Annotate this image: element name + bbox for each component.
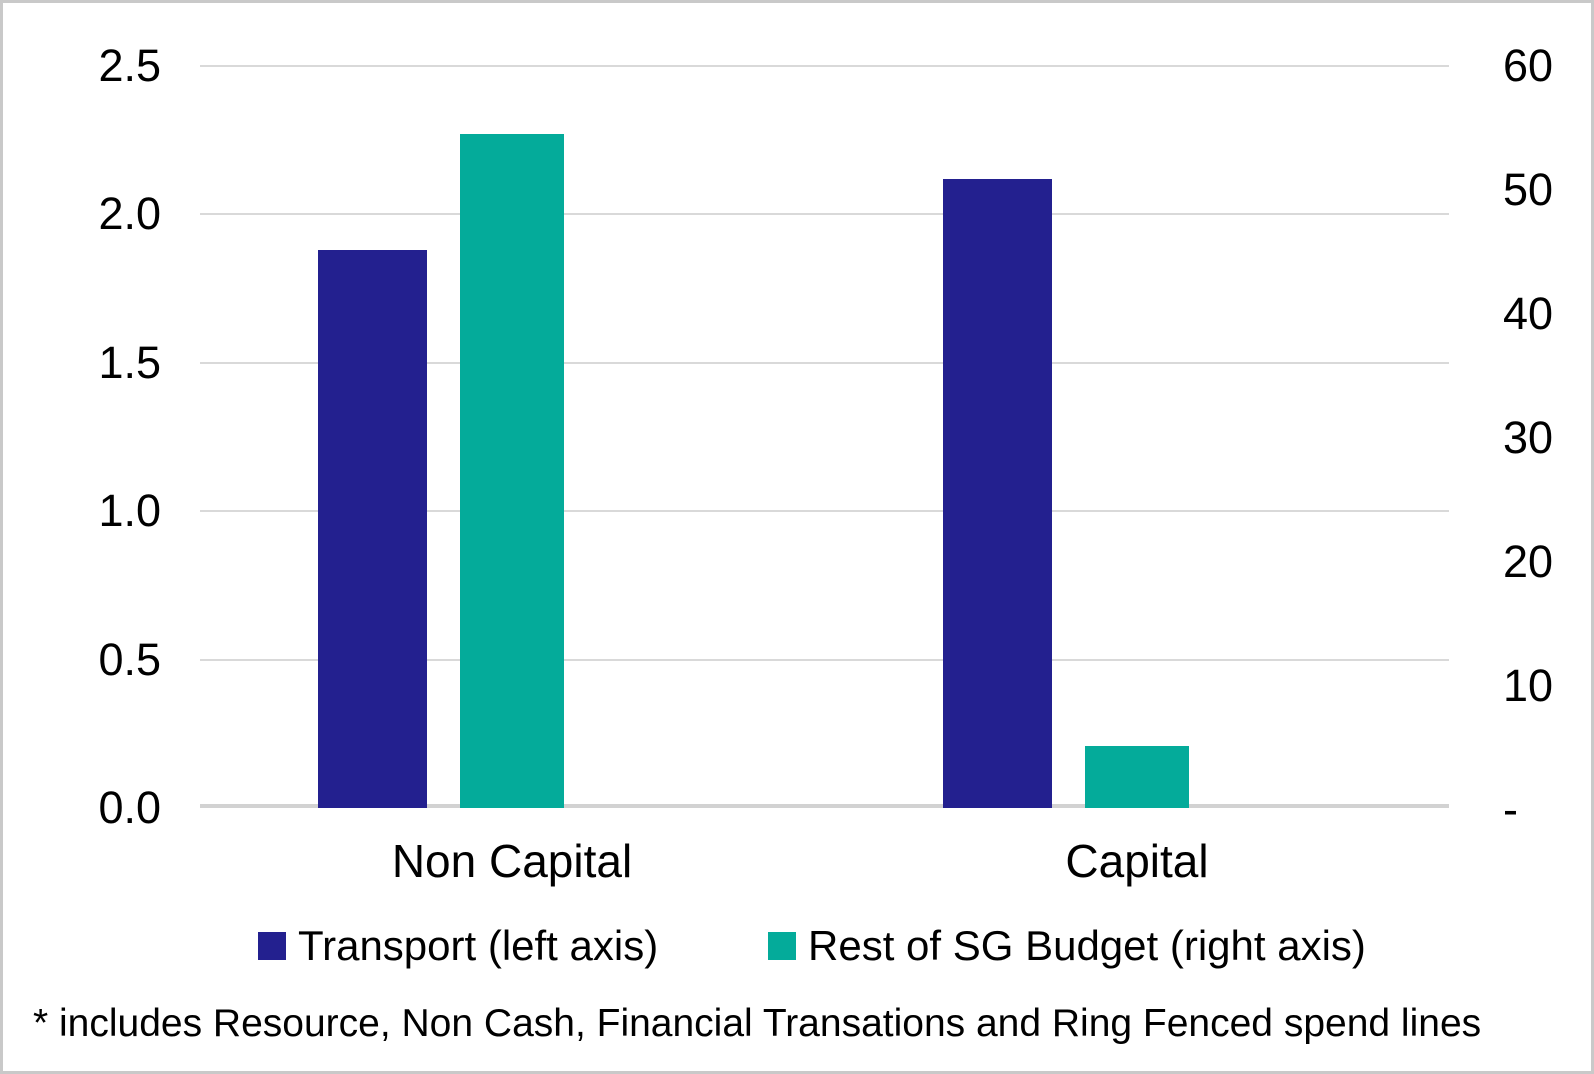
left-axis-tick: 0.5 xyxy=(98,634,161,685)
left-axis-tick: 2.0 xyxy=(98,188,161,239)
gridline xyxy=(200,659,1449,661)
legend-swatch-rest-of-sg-budget xyxy=(768,932,796,960)
legend-item-rest-of-sg-budget: Rest of SG Budget (right axis) xyxy=(768,918,1366,974)
gridline xyxy=(200,213,1449,215)
left-axis-tick: 0.0 xyxy=(98,782,161,833)
gridline xyxy=(200,362,1449,364)
gridline xyxy=(200,510,1449,512)
legend-label-transport: Transport (left axis) xyxy=(298,922,659,969)
bar-rest-of-sg-budget-capital xyxy=(1085,746,1189,808)
right-axis-tick: 50 xyxy=(1503,164,1554,215)
bar-transport-non-capital xyxy=(318,250,427,808)
x-axis-line xyxy=(200,804,1449,808)
gridline xyxy=(200,65,1449,67)
category-label-capital: Capital xyxy=(1065,835,1209,887)
right-axis-tick: 30 xyxy=(1503,412,1554,463)
plot-area xyxy=(200,65,1449,808)
legend-item-transport: Transport (left axis) xyxy=(258,918,658,974)
right-axis-tick: 10 xyxy=(1503,660,1554,711)
category-label-non-capital: Non Capital xyxy=(391,835,633,887)
left-axis-tick: 2.5 xyxy=(98,40,161,91)
right-axis-tick: 20 xyxy=(1503,536,1554,587)
left-axis-tick: 1.5 xyxy=(98,337,161,388)
bar-rest-of-sg-budget-non-capital xyxy=(460,134,564,808)
footnote: * includes Resource, Non Cash, Financial… xyxy=(33,1002,1482,1045)
legend-swatch-transport xyxy=(258,932,286,960)
right-axis-tick: 40 xyxy=(1503,288,1554,339)
right-axis-tick: - xyxy=(1503,784,1518,835)
legend-label-rest-of-sg-budget: Rest of SG Budget (right axis) xyxy=(808,922,1366,969)
right-axis-tick: 60 xyxy=(1503,40,1554,91)
left-axis-tick: 1.0 xyxy=(98,485,161,536)
bar-transport-capital xyxy=(943,179,1052,808)
